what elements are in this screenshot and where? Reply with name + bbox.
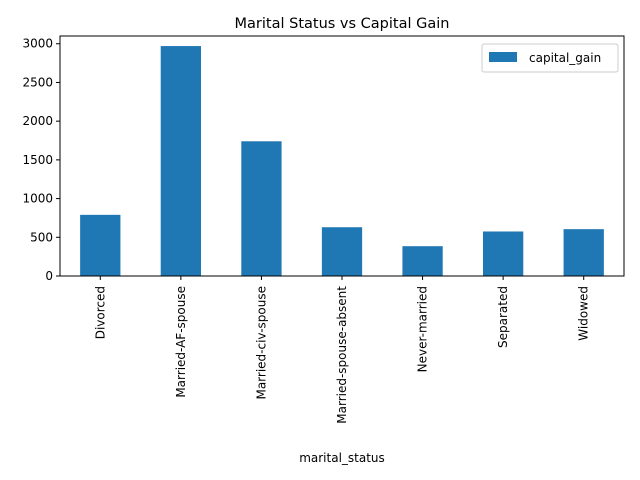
y-tick-label: 1500: [22, 153, 53, 167]
x-tick-label: Married-civ-spouse: [254, 286, 268, 400]
x-tick-label: Divorced: [93, 286, 107, 339]
x-tick-label: Married-AF-spouse: [174, 286, 188, 398]
bar-married-civ-spouse: [241, 141, 282, 276]
y-tick-label: 2500: [22, 75, 53, 89]
y-tick-label: 1000: [22, 192, 53, 206]
y-tick-label: 500: [30, 230, 53, 244]
x-axis-label: marital_status: [299, 451, 385, 465]
x-tick-label: Never-married: [416, 286, 430, 372]
bar-never-married: [402, 246, 443, 276]
bar-married-af-spouse: [160, 46, 201, 277]
x-tick-label: Married-spouse-absent: [335, 286, 349, 424]
legend: capital_gain: [481, 43, 619, 73]
x-axis: Divorced Married-AF-spouse Married-civ-spo…: [93, 276, 591, 424]
bar-married-spouse-absent: [321, 227, 363, 276]
legend-label: capital_gain: [529, 51, 601, 65]
x-tick-label: Widowed: [577, 286, 591, 341]
y-axis: 0 500 1000 1500 2000 2500 3000: [22, 37, 60, 283]
y-tick-label: 0: [45, 269, 53, 283]
bar-widowed: [563, 229, 604, 276]
y-tick-label: 3000: [22, 37, 53, 51]
legend-box: [481, 43, 619, 73]
legend-swatch: [489, 52, 517, 62]
bars-group: [80, 46, 604, 277]
y-tick-label: 2000: [22, 114, 53, 128]
bar-divorced: [80, 214, 121, 276]
x-tick-label: Separated: [496, 286, 510, 348]
plot-frame: [59, 35, 625, 277]
bar-separated: [483, 231, 524, 276]
chart-title: Marital Status vs Capital Gain: [235, 16, 450, 32]
